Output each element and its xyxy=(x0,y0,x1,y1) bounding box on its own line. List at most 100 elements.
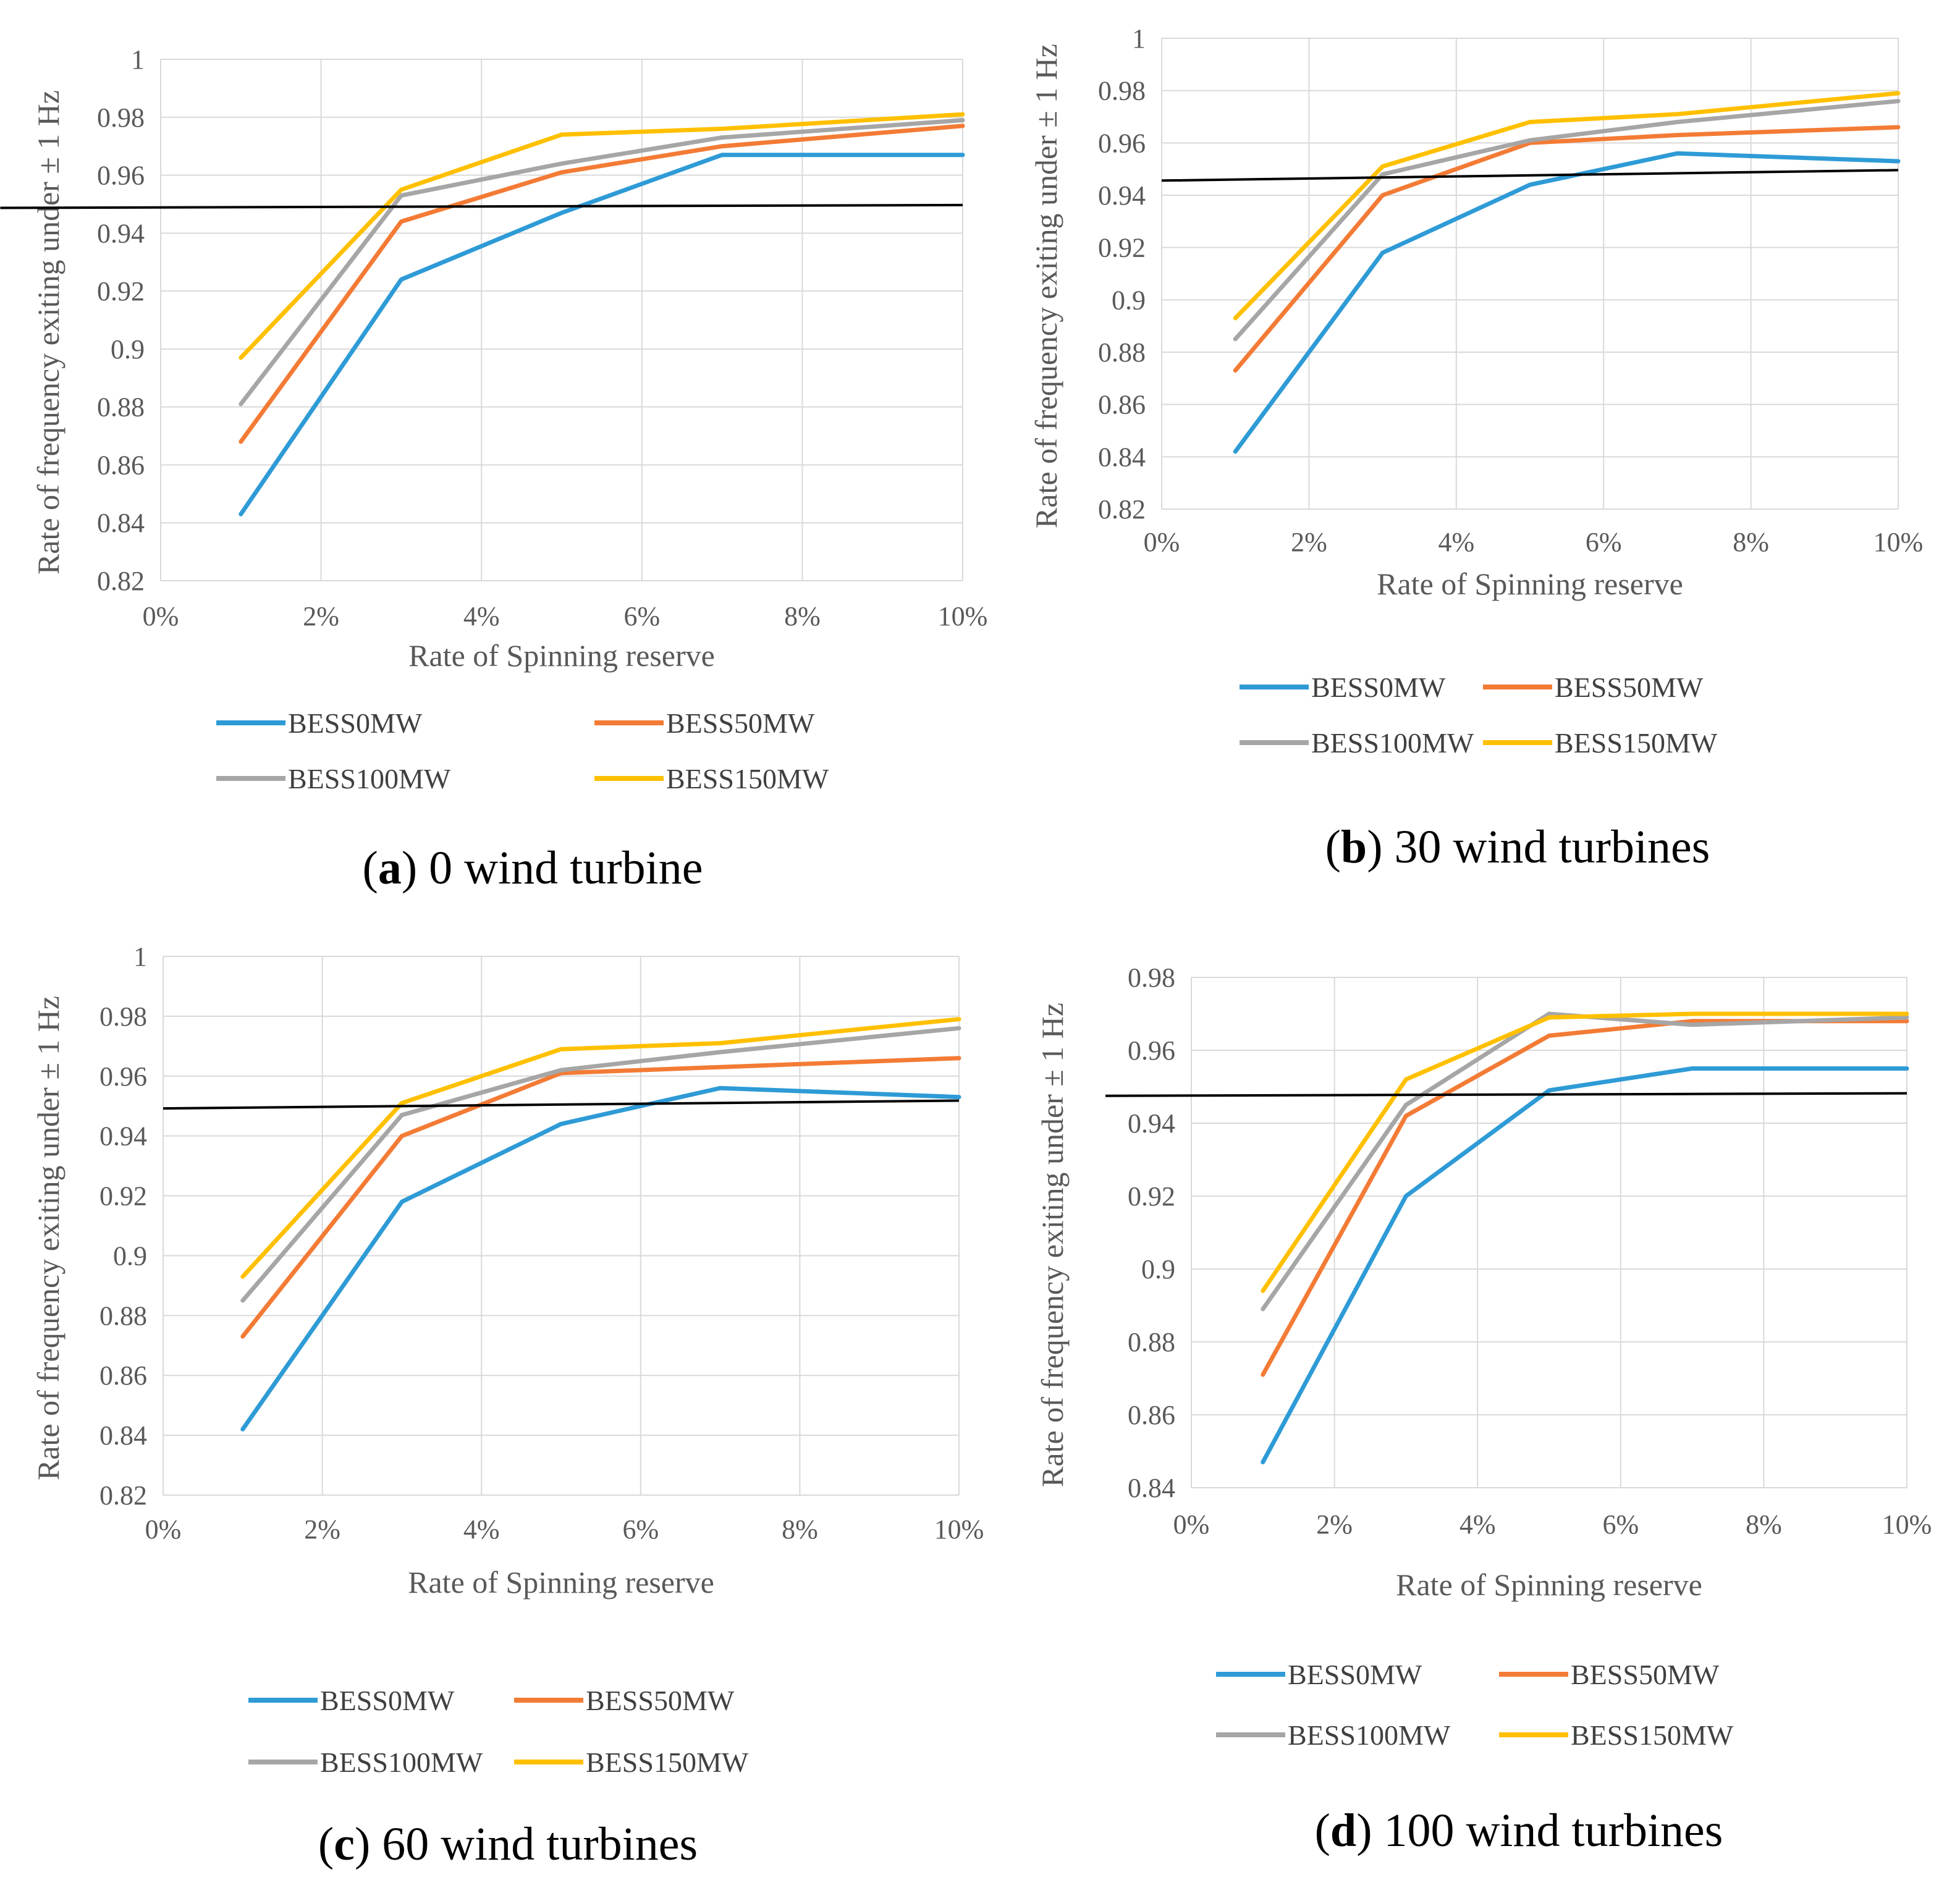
y-tick-label: 1 xyxy=(133,942,147,972)
x-tick-label: 4% xyxy=(1438,527,1474,557)
threshold-line xyxy=(1161,169,1899,182)
series-line-bess150mw xyxy=(1261,1011,1909,1293)
legend-entry-bess100mw: BESS100MW xyxy=(1216,1719,1451,1751)
series-line-bess0mw xyxy=(239,153,965,516)
y-tick-label: 0.88 xyxy=(97,392,145,423)
y-tick-label: 0.9 xyxy=(1112,285,1146,315)
legend-label: BESS50MW xyxy=(586,1685,735,1716)
x-tick-label: 2% xyxy=(1291,527,1327,557)
x-axis-title: Rate of Spinning reserve xyxy=(1377,567,1683,601)
x-tick-label: 6% xyxy=(1602,1509,1639,1540)
y-tick-label: 0.98 xyxy=(1098,76,1146,106)
legend-entry-bess0mw: BESS0MW xyxy=(216,707,423,739)
y-tick-label: 0.94 xyxy=(97,218,145,248)
y-tick-label: 0.92 xyxy=(99,1181,147,1212)
x-tick-label: 4% xyxy=(463,601,500,631)
legend-label: BESS50MW xyxy=(1571,1659,1720,1690)
y-tick-label: 0.96 xyxy=(97,161,145,191)
y-tick-label: 0.9 xyxy=(111,334,145,365)
y-tick-label: 0.86 xyxy=(1128,1400,1175,1430)
x-tick-label: 8% xyxy=(782,1514,818,1545)
legend-label: BESS150MW xyxy=(666,763,829,795)
y-tick-label: 0.9 xyxy=(1141,1254,1175,1284)
series-line-bess150mw xyxy=(240,1017,961,1279)
y-axis-title: Rate of frequency exiting under ± 1 Hz xyxy=(1035,1003,1070,1487)
caption-close-paren: ) xyxy=(1356,1805,1372,1857)
legend-label: BESS100MW xyxy=(1311,727,1474,759)
y-tick-label: 0.92 xyxy=(1098,233,1146,263)
x-tick-label: 8% xyxy=(1733,527,1769,557)
panel-caption: (c) 60 wind turbines xyxy=(318,1818,698,1870)
x-tick-label: 2% xyxy=(304,1514,340,1545)
y-tick-label: 0.86 xyxy=(99,1360,147,1391)
y-tick-label: 0.96 xyxy=(99,1061,147,1092)
legend-label: BESS150MW xyxy=(1571,1719,1734,1751)
x-tick-label: 4% xyxy=(1459,1509,1496,1540)
panel-caption: (d) 100 wind turbines xyxy=(1315,1805,1723,1857)
y-axis-title: Rate of frequency exiting under ± 1 Hz xyxy=(31,996,65,1480)
x-axis-title: Rate of Spinning reserve xyxy=(1396,1567,1702,1602)
panel-caption: (a) 0 wind turbine xyxy=(363,842,703,894)
x-tick-label: 6% xyxy=(1586,527,1622,557)
series-line-bess100mw xyxy=(240,1026,961,1303)
series-line-bess0mw xyxy=(1233,151,1901,454)
legend-entry-bess100mw: BESS100MW xyxy=(248,1747,483,1778)
x-tick-label: 10% xyxy=(934,1514,984,1545)
legend-label: BESS0MW xyxy=(320,1685,455,1716)
caption-text: 100 wind turbines xyxy=(1372,1805,1723,1857)
y-tick-label: 1 xyxy=(131,44,145,75)
legend-label: BESS0MW xyxy=(1311,672,1446,703)
series-line-bess50mw xyxy=(240,1056,961,1339)
legend-entry-bess0mw: BESS0MW xyxy=(1216,1659,1422,1690)
threshold-line xyxy=(163,1099,960,1110)
series-line-bess150mw xyxy=(239,112,965,360)
x-axis-title: Rate of Spinning reserve xyxy=(408,638,715,673)
series-line-bess150mw xyxy=(1233,91,1901,321)
y-tick-label: 1 xyxy=(1132,23,1146,54)
legend-label: BESS150MW xyxy=(1555,727,1718,759)
legend-entry-bess150mw: BESS150MW xyxy=(1499,1719,1734,1751)
series-line-bess50mw xyxy=(1233,125,1901,373)
legend-entry-bess150mw: BESS150MW xyxy=(594,763,829,795)
x-tick-label: 0% xyxy=(1173,1509,1210,1540)
x-tick-label: 0% xyxy=(1144,527,1180,557)
series-line-bess50mw xyxy=(239,124,965,444)
caption-letter: b xyxy=(1341,821,1367,873)
x-axis-title: Rate of Spinning reserve xyxy=(408,1565,714,1600)
legend-label: BESS50MW xyxy=(1555,672,1704,703)
caption-open-paren: ( xyxy=(318,1818,334,1870)
chart-panel-d: 0.84 0.86 0.88 0.9 0.92 0.94 0.96 0.98 0% 2% 4% 6% 8… xyxy=(1035,963,1932,1857)
legend-label: BESS150MW xyxy=(586,1747,749,1778)
series-line-bess100mw xyxy=(1233,99,1901,342)
y-tick-label: 0.84 xyxy=(1128,1473,1175,1503)
series-line-bess0mw xyxy=(1261,1066,1909,1465)
y-tick-label: 0.84 xyxy=(97,508,145,538)
caption-text: 60 wind turbines xyxy=(370,1818,698,1870)
caption-letter: d xyxy=(1330,1805,1356,1857)
series-line-bess100mw xyxy=(239,118,965,407)
legend-entry-bess0mw: BESS0MW xyxy=(1240,672,1446,703)
legend-label: BESS100MW xyxy=(1288,1719,1451,1751)
legend-entry-bess100mw: BESS100MW xyxy=(1240,727,1474,759)
y-tick-label: 0.9 xyxy=(113,1241,147,1271)
x-tick-label: 10% xyxy=(938,601,988,631)
legend-entry-bess50mw: BESS50MW xyxy=(1499,1659,1720,1690)
legend-entry-bess50mw: BESS50MW xyxy=(594,707,815,739)
caption-close-paren: ) xyxy=(355,1818,370,1870)
y-tick-label: 0.96 xyxy=(1128,1035,1175,1066)
y-tick-label: 0.82 xyxy=(99,1480,147,1511)
legend-entry-bess100mw: BESS100MW xyxy=(216,763,451,795)
series-line-bess50mw xyxy=(1261,1019,1909,1377)
legend-label: BESS0MW xyxy=(1288,1659,1422,1690)
y-axis-title: Rate of frequency exiting under ± 1 Hz xyxy=(31,90,65,575)
series-line-bess100mw xyxy=(1261,1011,1909,1312)
y-tick-label: 0.98 xyxy=(97,103,145,133)
x-tick-label: 2% xyxy=(1316,1509,1353,1540)
caption-text: 0 wind turbine xyxy=(417,842,703,894)
y-axis-title: Rate of frequency exiting under ± 1 Hz xyxy=(1029,44,1063,528)
x-tick-label: 8% xyxy=(784,601,821,631)
x-tick-label: 4% xyxy=(463,1514,500,1545)
